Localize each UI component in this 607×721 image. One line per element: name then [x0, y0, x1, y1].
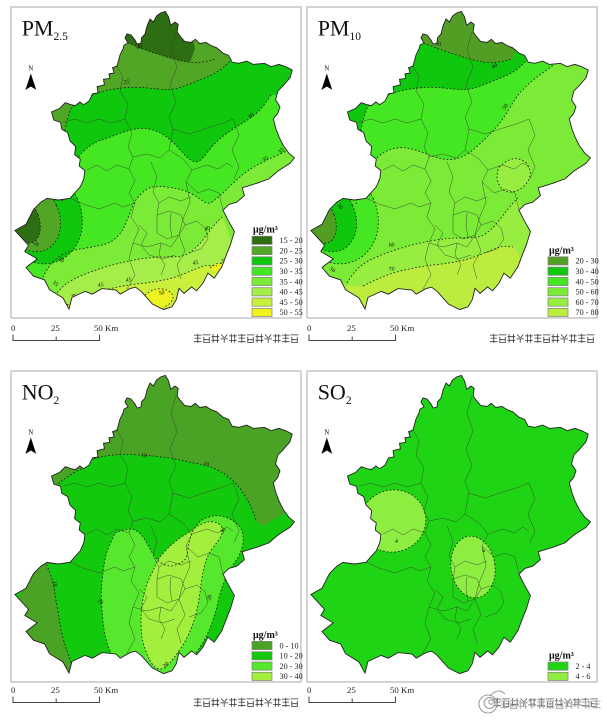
svg-text:2 - 4: 2 - 4	[576, 662, 591, 671]
svg-text:N: N	[28, 64, 33, 72]
svg-text:40: 40	[491, 62, 499, 70]
svg-text:25: 25	[51, 685, 60, 695]
svg-text:20: 20	[136, 44, 143, 51]
svg-text:30 - 40: 30 - 40	[280, 672, 303, 681]
svg-text:35: 35	[51, 280, 59, 288]
svg-text:25: 25	[347, 685, 356, 695]
svg-text:N: N	[28, 428, 33, 436]
svg-text:45: 45	[97, 282, 104, 289]
svg-text:45: 45	[125, 277, 132, 284]
svg-text:0: 0	[307, 323, 312, 333]
svg-text:30: 30	[435, 41, 442, 48]
svg-text:μg/m³: μg/m³	[253, 225, 278, 236]
svg-text:μg/m³: μg/m³	[549, 245, 574, 256]
svg-text:30 - 35: 30 - 35	[280, 267, 303, 276]
svg-text:20 - 25: 20 - 25	[280, 246, 303, 255]
svg-text:25: 25	[123, 79, 130, 86]
svg-text:N: N	[324, 428, 329, 436]
svg-text:50 Km: 50 Km	[390, 685, 414, 695]
svg-text:50: 50	[328, 266, 336, 274]
svg-text:30 - 40: 30 - 40	[576, 267, 599, 276]
svg-text:20: 20	[96, 598, 104, 606]
svg-text:20 - 30: 20 - 30	[576, 257, 599, 266]
svg-text:35 - 40: 35 - 40	[280, 277, 303, 286]
svg-text:50: 50	[158, 290, 165, 297]
svg-text:45 - 50: 45 - 50	[280, 298, 303, 307]
svg-text:50 Km: 50 Km	[94, 685, 118, 695]
svg-text:4: 4	[481, 548, 487, 555]
svg-text:30: 30	[57, 256, 65, 264]
svg-text:20 - 30: 20 - 30	[280, 662, 303, 671]
svg-text:40 - 50: 40 - 50	[576, 277, 599, 286]
svg-text:0: 0	[11, 323, 16, 333]
svg-text:25: 25	[51, 323, 60, 333]
svg-text:0: 0	[11, 685, 16, 695]
svg-text:40: 40	[204, 225, 211, 233]
svg-text:30: 30	[335, 203, 343, 211]
svg-text:30: 30	[220, 527, 228, 535]
svg-text:NO2: NO2	[22, 380, 60, 408]
svg-text:50 Km: 50 Km	[390, 323, 414, 333]
svg-text:70: 70	[388, 266, 395, 273]
svg-text:μg/m³: μg/m³	[253, 630, 278, 641]
svg-text:15 - 20: 15 - 20	[280, 236, 303, 245]
svg-text:35: 35	[277, 147, 285, 155]
svg-text:40 - 45: 40 - 45	[280, 288, 303, 297]
svg-text:10: 10	[51, 581, 57, 587]
svg-text:10: 10	[203, 461, 210, 468]
svg-text:25 - 30: 25 - 30	[280, 257, 303, 266]
svg-text:0: 0	[307, 685, 312, 695]
svg-text:50: 50	[502, 103, 510, 111]
svg-text:50 Km: 50 Km	[94, 323, 118, 333]
svg-text:70 - 80: 70 - 80	[576, 308, 599, 317]
svg-text:50 - 55: 50 - 55	[280, 308, 303, 317]
svg-text:20: 20	[206, 594, 214, 602]
svg-text:4: 4	[395, 539, 398, 545]
svg-text:10: 10	[141, 453, 147, 459]
svg-text:30: 30	[162, 661, 170, 669]
svg-text:60 - 70: 60 - 70	[576, 298, 599, 307]
svg-text:30: 30	[247, 112, 255, 120]
svg-text:50 - 60: 50 - 60	[576, 288, 599, 297]
svg-text:20: 20	[32, 240, 40, 248]
svg-text:4 - 6: 4 - 6	[576, 672, 591, 681]
svg-text:10 - 20: 10 - 20	[280, 652, 303, 661]
svg-text:35: 35	[262, 155, 270, 163]
svg-text:60: 60	[388, 242, 395, 249]
svg-text:0 - 10: 0 - 10	[280, 641, 299, 650]
svg-text:N: N	[324, 64, 329, 72]
svg-text:μg/m³: μg/m³	[549, 651, 574, 662]
svg-text:25: 25	[347, 323, 356, 333]
svg-text:45: 45	[192, 260, 199, 267]
